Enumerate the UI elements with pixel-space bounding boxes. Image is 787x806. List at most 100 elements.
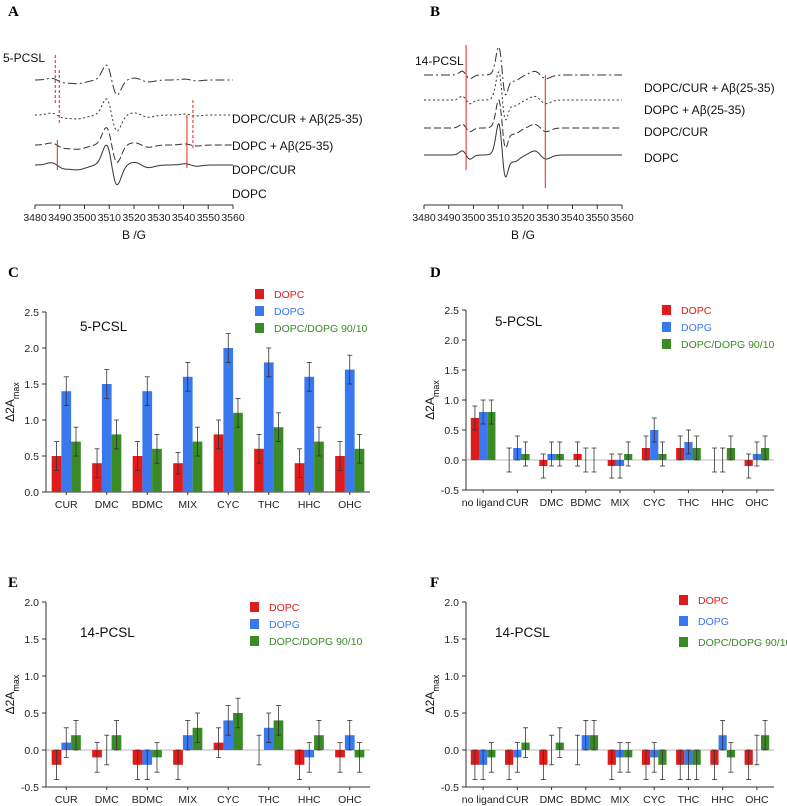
legend-label: DOPC bbox=[274, 289, 305, 301]
y-tick-label: 2.0 bbox=[444, 335, 459, 347]
y-tick-label: 1.5 bbox=[24, 634, 39, 646]
x-tick-label: MIX bbox=[178, 794, 197, 806]
bar-dopg bbox=[182, 376, 193, 492]
x-tick-label: BDMC bbox=[570, 497, 601, 509]
legend-swatch bbox=[679, 616, 688, 626]
x-axis-label: B /G bbox=[511, 228, 535, 242]
bar-dopc-dopg-90-10 bbox=[273, 427, 284, 492]
panel-letter: E bbox=[8, 575, 18, 591]
x-tick-label: CUR bbox=[55, 499, 78, 511]
legend-swatch bbox=[255, 323, 264, 333]
x-tick-label: CYC bbox=[217, 499, 240, 511]
x-tick-label: 3520 bbox=[122, 212, 146, 224]
x-tick-label: no ligand bbox=[462, 794, 505, 806]
x-tick-label: 3550 bbox=[197, 212, 221, 224]
x-tick-label: CUR bbox=[55, 794, 78, 806]
bar-dopg bbox=[263, 362, 274, 492]
x-tick-label: DMC bbox=[540, 794, 564, 806]
x-tick-label: 3540 bbox=[172, 212, 196, 224]
spectrum-line bbox=[35, 64, 233, 96]
y-tick-label: 1.5 bbox=[24, 379, 39, 391]
y-tick-label: 0.5 bbox=[444, 425, 459, 437]
spectrum-label: DOPC/CUR bbox=[232, 163, 296, 177]
y-axis-label-subscript: max bbox=[431, 674, 441, 692]
legend-label: DOPG bbox=[698, 616, 729, 628]
x-tick-label: BDMC bbox=[132, 499, 163, 511]
bar-dopg bbox=[61, 391, 72, 492]
x-tick-label: 3480 bbox=[23, 212, 47, 224]
x-tick-label: 3500 bbox=[462, 212, 486, 224]
y-axis-label: Δ2Amax bbox=[3, 382, 21, 422]
panel-probe-label: 14-PCSL bbox=[80, 625, 135, 640]
x-tick-label: 3490 bbox=[48, 212, 72, 224]
bar-dopg bbox=[650, 430, 659, 460]
bar-dopc bbox=[173, 463, 183, 492]
panel-letter: A bbox=[8, 4, 19, 20]
y-tick-label: 1.0 bbox=[24, 415, 39, 427]
x-tick-label: MIX bbox=[611, 794, 630, 806]
y-tick-label: 0.5 bbox=[444, 708, 459, 720]
x-tick-label: 3510 bbox=[487, 212, 511, 224]
legend-swatch bbox=[250, 619, 259, 629]
y-tick-label: -0.5 bbox=[441, 485, 459, 497]
bar-panel-f: -0.5 0.0 0.5 1.0 1.5 2.0 Δ2Amax no ligand CUR DMC… bbox=[423, 575, 787, 806]
y-tick-label: 2.5 bbox=[444, 305, 459, 317]
bar-dopc-dopg-90-10 bbox=[71, 441, 81, 492]
y-tick-label: 0.0 bbox=[444, 745, 459, 757]
spectrum-line bbox=[424, 46, 622, 96]
spectrum-line bbox=[424, 99, 622, 149]
x-tick-label: HHC bbox=[298, 794, 321, 806]
bar-dopc-dopg-90-10 bbox=[487, 412, 496, 460]
x-tick-label: 3530 bbox=[147, 212, 171, 224]
y-tick-label: 1.0 bbox=[24, 671, 39, 683]
y-tick-label: 0.0 bbox=[444, 455, 459, 467]
bar-dopc-dopg-90-10 bbox=[111, 434, 122, 492]
x-tick-label: MIX bbox=[178, 499, 197, 511]
legend-label: DOPG bbox=[274, 306, 305, 318]
x-tick-label: 3560 bbox=[221, 212, 245, 224]
spectrum-probe-label: 5-PCSL bbox=[3, 51, 45, 65]
legend-label: DOPC bbox=[698, 595, 729, 607]
bar-panel-e: -0.5 0.0 0.5 1.0 1.5 2.0 Δ2Amax CUR DMC BDMC MIX CY… bbox=[3, 575, 370, 806]
y-tick-label: 1.0 bbox=[444, 671, 459, 683]
x-tick-label: 3480 bbox=[412, 212, 436, 224]
x-tick-label: DMC bbox=[95, 794, 119, 806]
bar-panel-d: -0.5 0.0 0.5 1.0 1.5 2.0 2.5 Δ2Amax no ligand CUR… bbox=[423, 265, 775, 509]
panel-letter: C bbox=[8, 265, 19, 281]
spectrum-label: DOPC + Aβ(25-35) bbox=[644, 103, 745, 117]
x-tick-label: BDMC bbox=[570, 794, 601, 806]
legend-label: DOPC/DOPG 90/10 bbox=[269, 636, 363, 648]
bar-dopc bbox=[213, 434, 224, 492]
bar-dopc bbox=[51, 456, 62, 492]
spectrum-label: DOPC/CUR + Aβ(25-35) bbox=[232, 112, 363, 126]
panel-letter: F bbox=[430, 575, 439, 591]
y-tick-label: 2.0 bbox=[24, 597, 39, 609]
x-tick-label: 3550 bbox=[586, 212, 610, 224]
x-tick-label: OHC bbox=[338, 794, 362, 806]
legend-label: DOPG bbox=[681, 322, 712, 334]
y-axis-label: Δ2Amax bbox=[3, 674, 21, 714]
bar-dopg bbox=[101, 384, 112, 492]
y-tick-label: -0.5 bbox=[21, 782, 39, 794]
y-tick-label: 2.5 bbox=[24, 307, 39, 319]
bar-dopc bbox=[254, 448, 264, 492]
panel-letter: B bbox=[430, 4, 440, 20]
spectrum-line bbox=[35, 127, 233, 163]
x-tick-label: DMC bbox=[95, 499, 119, 511]
legend-swatch bbox=[679, 637, 688, 647]
bar-dopg bbox=[479, 412, 488, 460]
x-tick-label: HHC bbox=[711, 497, 734, 509]
bar-dopg bbox=[304, 376, 315, 492]
x-tick-label: OHC bbox=[338, 499, 362, 511]
panel-probe-label: 5-PCSL bbox=[80, 319, 128, 334]
bar-dopg bbox=[344, 369, 355, 492]
legend-swatch bbox=[255, 306, 264, 316]
x-tick-label: OHC bbox=[745, 794, 769, 806]
y-tick-label: 2.0 bbox=[24, 343, 39, 355]
x-tick-label: THC bbox=[678, 794, 700, 806]
bar-dopc bbox=[335, 456, 345, 492]
legend-label: DOPC/DOPG 90/10 bbox=[681, 339, 775, 351]
x-tick-label: THC bbox=[678, 497, 700, 509]
panel-probe-label: 14-PCSL bbox=[495, 625, 550, 640]
legend-label: DOPC bbox=[269, 602, 300, 614]
